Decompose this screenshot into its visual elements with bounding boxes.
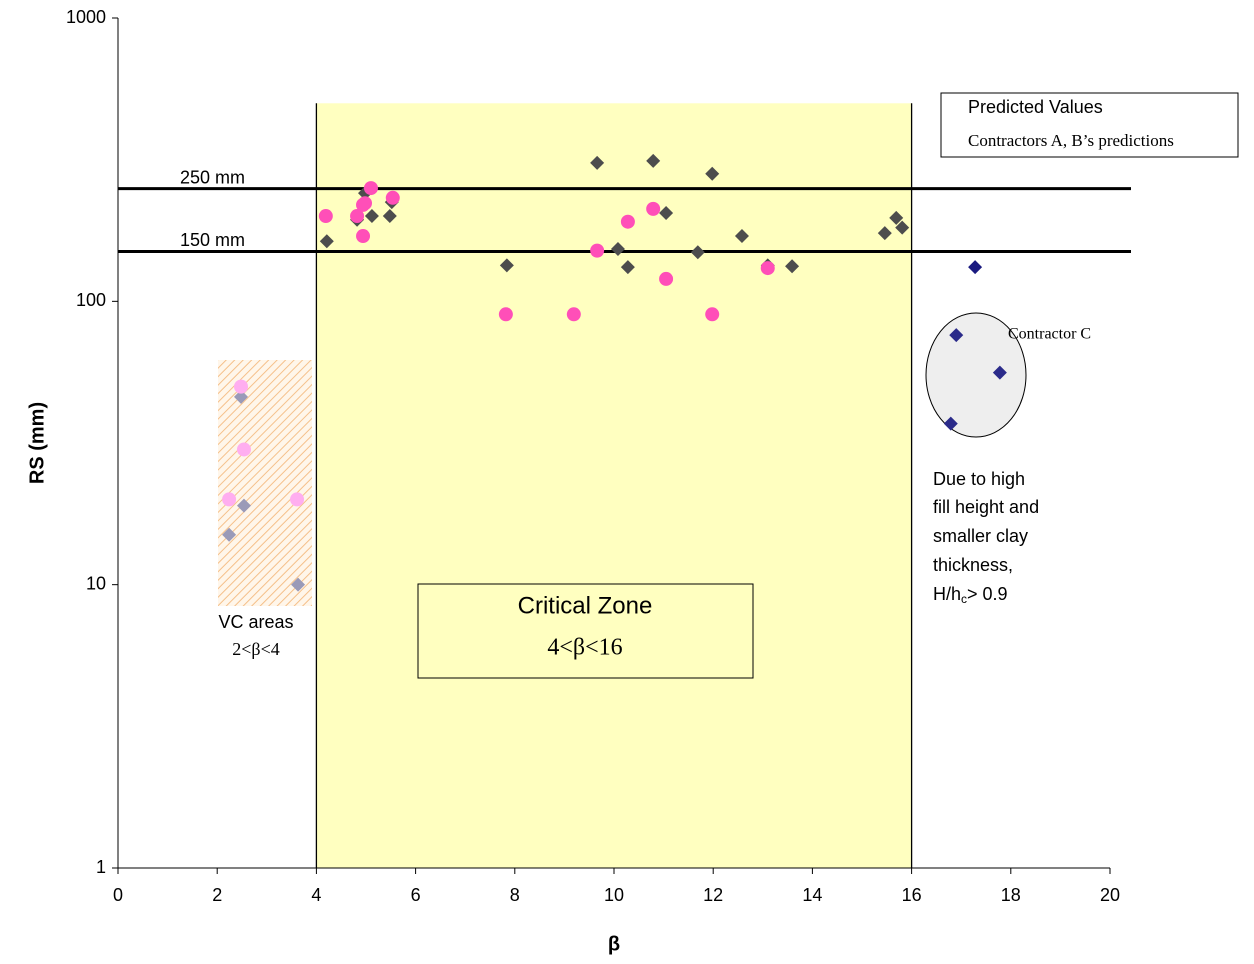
diamond-point xyxy=(610,242,625,257)
vc-area xyxy=(218,360,312,606)
annotation: thickness, xyxy=(933,555,1013,575)
diamond-point xyxy=(785,259,800,274)
diamond-point xyxy=(590,155,605,170)
annotation: H/hc> 0.9 xyxy=(933,584,1008,606)
background-layer xyxy=(118,103,1131,869)
circle-point xyxy=(234,379,249,394)
diamond-point xyxy=(705,166,720,181)
diamond-point xyxy=(734,229,749,244)
y-axis-label: RS (mm) xyxy=(26,402,48,484)
diamond-point xyxy=(620,260,635,275)
annotation: 2<β<4 xyxy=(232,639,279,659)
legend-label: Predicted Values xyxy=(968,97,1103,117)
annotation: Due to high xyxy=(933,469,1025,489)
annotation-part: c xyxy=(961,592,967,606)
x-axis-label: β xyxy=(608,933,620,955)
diamond-point xyxy=(646,153,661,168)
diamond-point xyxy=(992,365,1007,380)
circle-point xyxy=(566,307,581,322)
circle-point xyxy=(222,492,237,507)
legend-label: Contractors A, B’s predictions xyxy=(968,131,1174,150)
x-tick-label: 18 xyxy=(1001,885,1021,905)
circle-point xyxy=(646,201,661,216)
diamond-point xyxy=(690,245,705,260)
circle-point xyxy=(350,209,365,224)
y-tick-label: 10 xyxy=(86,573,106,593)
annotation: Contractor C xyxy=(1008,326,1091,343)
x-tick-label: 14 xyxy=(802,885,822,905)
diamond-point xyxy=(895,220,910,235)
annotation: Critical Zone xyxy=(518,592,653,619)
x-tick-label: 16 xyxy=(902,885,922,905)
circle-point xyxy=(659,271,674,286)
circle-point xyxy=(498,307,513,322)
circle-point xyxy=(358,196,373,211)
circle-point xyxy=(290,492,305,507)
diamond-point xyxy=(319,234,334,249)
diamond-point xyxy=(943,416,958,431)
circle-point xyxy=(620,214,635,229)
annotation: 4<β<16 xyxy=(547,635,622,661)
annotation-part: > 0.9 xyxy=(967,584,1008,604)
circle-point xyxy=(385,190,400,205)
x-tick-label: 6 xyxy=(411,885,421,905)
annotation-part: H/h xyxy=(933,584,961,604)
y-tick-label: 100 xyxy=(76,290,106,310)
reference-label: 250 mm xyxy=(180,167,245,187)
circle-point xyxy=(236,442,251,457)
circle-point xyxy=(363,181,378,196)
circle-point xyxy=(590,243,605,258)
x-tick-label: 2 xyxy=(212,885,222,905)
annotation: fill height and xyxy=(933,497,1039,517)
x-tick-label: 8 xyxy=(510,885,520,905)
x-tick-label: 0 xyxy=(113,885,123,905)
diamond-point xyxy=(968,260,983,275)
diamond-point xyxy=(877,226,892,241)
x-tick-label: 4 xyxy=(311,885,321,905)
critical-zone xyxy=(316,103,912,869)
annotation: VC areas xyxy=(218,612,293,632)
legend-box xyxy=(940,92,1239,158)
diamond-point xyxy=(234,389,249,404)
critical-zone-box xyxy=(417,583,754,679)
y-tick-label: 1 xyxy=(96,857,106,877)
plot-layer xyxy=(222,101,1007,592)
diamond-point xyxy=(364,209,379,224)
annotation: smaller clay xyxy=(933,526,1028,546)
circle-point xyxy=(705,307,720,322)
diamond-point xyxy=(499,258,514,273)
diamond-point xyxy=(291,577,306,592)
diamond-point xyxy=(236,498,251,513)
x-tick-label: 20 xyxy=(1100,885,1120,905)
diamond-point xyxy=(382,209,397,224)
x-tick-label: 10 xyxy=(604,885,624,905)
diamond-point xyxy=(222,527,237,542)
diamond-point xyxy=(949,328,964,343)
contractor-c-ellipse xyxy=(925,312,1027,438)
diamond-point xyxy=(659,206,674,221)
circle-point xyxy=(356,229,371,244)
y-tick-label: 1000 xyxy=(66,7,106,27)
diamond-point xyxy=(889,210,904,225)
circle-point xyxy=(318,209,333,224)
reference-label: 150 mm xyxy=(180,230,245,250)
circle-point xyxy=(760,261,775,276)
x-tick-label: 12 xyxy=(703,885,723,905)
